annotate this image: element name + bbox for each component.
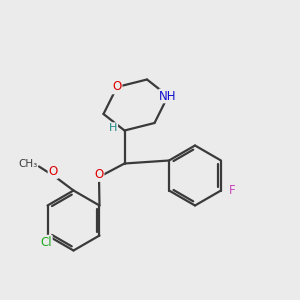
Text: O: O bbox=[112, 80, 122, 94]
Text: F: F bbox=[229, 184, 235, 197]
Text: Cl: Cl bbox=[40, 236, 52, 249]
Text: O: O bbox=[49, 165, 58, 178]
Text: CH₃: CH₃ bbox=[18, 159, 37, 169]
Text: NH: NH bbox=[159, 89, 177, 103]
Text: H: H bbox=[109, 123, 117, 133]
Text: O: O bbox=[94, 168, 103, 181]
